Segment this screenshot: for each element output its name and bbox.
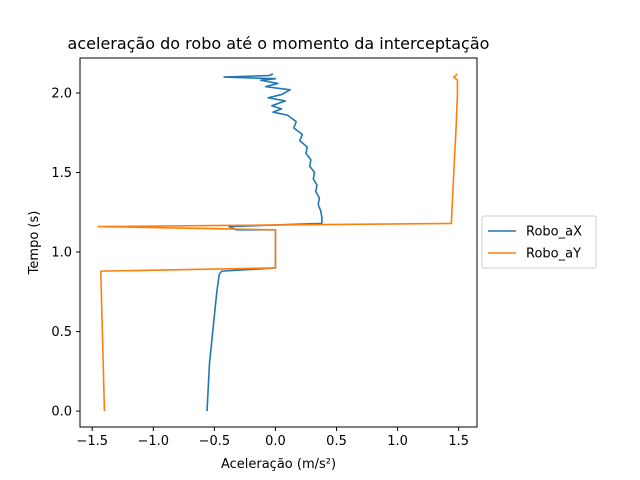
x-axis-label: Aceleração (m/s²) xyxy=(221,457,336,472)
x-tick-label: −1.0 xyxy=(138,434,170,449)
x-tick-label: 0.5 xyxy=(326,434,347,449)
y-axis-label: Tempo (s) xyxy=(27,211,42,276)
y-axis: 0.0 0.5 1.0 1.5 2.0 xyxy=(51,86,80,420)
x-tick-label: 1.0 xyxy=(387,434,408,449)
y-tick-label: 0.0 xyxy=(51,405,72,420)
x-axis: −1.5 −1.0 −0.5 0.0 0.5 1.0 1.5 xyxy=(76,427,469,449)
legend-box xyxy=(481,215,597,269)
legend: Robo_aX Robo_aY xyxy=(481,215,597,269)
y-tick-label: 1.5 xyxy=(51,166,72,181)
x-tick-label: −0.5 xyxy=(199,434,231,449)
chart-title: aceleração do robo até o momento da inte… xyxy=(68,34,490,53)
x-tick-label: 1.5 xyxy=(448,434,469,449)
y-tick-label: 0.5 xyxy=(51,325,72,340)
plot-frame xyxy=(79,57,478,428)
legend-label: Robo_aX xyxy=(526,225,582,240)
y-tick-label: 1.0 xyxy=(51,246,72,261)
legend-label: Robo_aY xyxy=(526,247,581,262)
x-tick-label: 0.0 xyxy=(265,434,286,449)
series-line-robo-ay xyxy=(97,73,459,412)
series-line-robo-ax xyxy=(206,73,323,412)
plot-area xyxy=(79,57,478,428)
y-tick-label: 2.0 xyxy=(51,86,72,101)
series-layer xyxy=(97,73,459,412)
x-tick-label: −1.5 xyxy=(76,434,108,449)
